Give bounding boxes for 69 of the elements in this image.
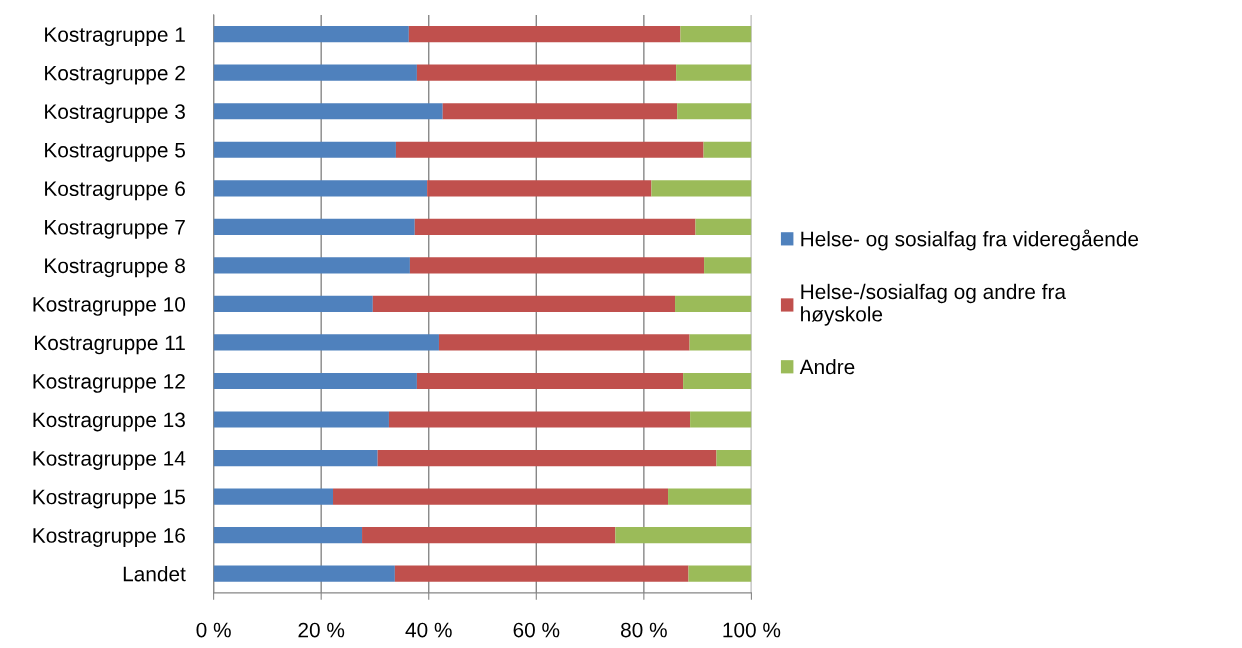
bar [213,26,409,43]
x-tick-label: 80 % [621,622,667,638]
y-tick-label: Kostragruppe 3 [45,104,185,124]
legend-label: Helse-/sosialfag og andre fra høyskole [801,283,1067,326]
bar [704,257,752,274]
bar [213,527,363,544]
bar [438,334,690,351]
bar [427,180,652,197]
y-tick-label: Kostragruppe 14 [33,451,186,470]
bar [362,527,616,544]
x-tick-label: 20 % [298,622,345,638]
bar [651,180,752,197]
y-tick-label: Kostragruppe 15 [33,489,185,509]
bar [409,257,705,274]
y-tick-label: Kostragruppe 13 [33,412,185,432]
bar [377,449,717,467]
bar [675,295,752,312]
bar [213,257,410,274]
bar [388,411,691,428]
y-tick-label: Kostragruppe 8 [45,258,185,278]
bar [683,372,752,390]
bar [213,411,389,428]
x-tick-label: 60 % [513,622,560,638]
bar [213,64,417,81]
bar [394,565,689,582]
bar [676,64,752,81]
y-tick-label: Kostragruppe 6 [45,181,185,201]
bar [442,103,678,120]
bar [668,488,752,505]
bar [213,141,396,158]
y-tick-label: Kostragruppe 7 [45,220,185,239]
bar [213,372,417,390]
bar [703,141,752,158]
bar [333,488,669,505]
x-tick-label: 100 % [723,622,781,638]
bar [372,295,676,312]
bar [689,334,752,351]
bar [416,372,684,390]
x-tick-label: 40 % [405,622,452,638]
y-tick-label: Kostragruppe 10 [33,296,186,316]
y-tick-label: Kostragruppe 5 [45,142,185,162]
bar [213,103,443,120]
bar [213,565,395,582]
bar [408,26,681,43]
bar [615,527,752,544]
bar [213,180,428,197]
bar [213,295,373,312]
bar [416,64,677,81]
bar [688,565,752,582]
bar [395,141,704,158]
bar [213,218,415,235]
y-tick-label: Kostragruppe 16 [33,528,185,547]
legend-label: Andre [799,359,855,375]
bar [716,449,752,467]
bar [213,334,439,351]
bar [213,449,378,467]
legend-label: Helse- og sosialfag fra videregående [801,229,1139,251]
y-tick-label: Kostragruppe 2 [45,65,185,85]
bar [213,488,334,505]
bar [680,26,752,43]
bar [695,218,752,235]
y-tick-label: Kostragruppe 11 [35,335,185,355]
bar [690,411,752,428]
y-tick-label: Kostragruppe 12 [33,373,185,393]
bar [414,218,696,235]
x-tick-label: 0 % [196,622,231,638]
y-tick-label: Kostragruppe 1 [45,27,185,47]
y-tick-label: Landet [123,566,186,582]
bar [677,103,752,120]
